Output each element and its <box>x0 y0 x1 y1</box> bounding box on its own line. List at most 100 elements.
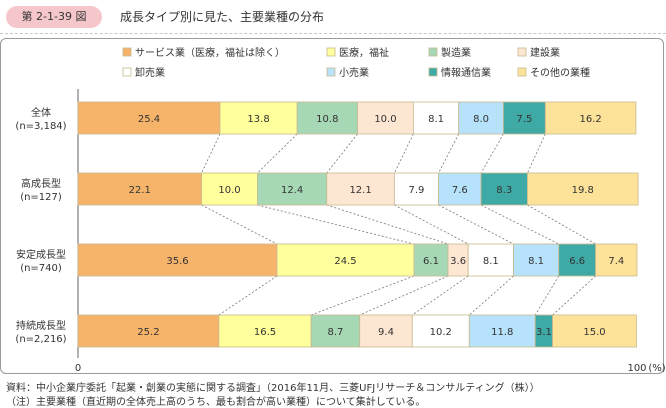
bar-value-label: 19.8 <box>572 185 594 196</box>
bar-value-label: 10.0 <box>374 114 396 125</box>
connector-line <box>257 204 415 245</box>
bar-value-label: 3.1 <box>536 327 552 338</box>
bar-value-label: 7.4 <box>608 256 624 267</box>
bar-value-label: 16.2 <box>579 114 601 125</box>
bar-segment <box>359 314 413 348</box>
connector-line <box>412 275 469 316</box>
bar-segment <box>413 243 449 277</box>
bar-segment <box>558 243 597 277</box>
bar-value-label: 7.5 <box>516 114 532 125</box>
connector-line <box>257 133 298 174</box>
bar-value-label: 10.2 <box>430 327 452 338</box>
bar-value-label: 24.5 <box>334 256 356 267</box>
bar-segment <box>458 101 504 135</box>
connector-line <box>438 204 514 245</box>
bar-value-label: 25.2 <box>137 327 159 338</box>
legend-label-5: 卸売業 <box>135 66 165 79</box>
legend-swatch-5 <box>122 67 132 77</box>
bar-segment <box>77 314 220 348</box>
x-tick-label: 100 <box>627 363 646 374</box>
legend-label-2: 医療，福祉 <box>339 46 389 59</box>
connector-line <box>552 275 596 316</box>
legend-label-3: 製造業 <box>441 46 471 59</box>
bar-value-label: 8.1 <box>528 256 544 267</box>
bar-value-label: 8.3 <box>496 185 512 196</box>
connector-line <box>527 133 546 174</box>
bar-value-label: 15.0 <box>583 327 605 338</box>
category-label: (n=3,184) <box>15 121 66 132</box>
bar-value-label: 22.1 <box>129 185 151 196</box>
bar-value-label: 11.8 <box>491 327 513 338</box>
chart-frame: サービス業（医療，福祉は除く） 医療，福祉 製造業 建設業 卸売業 小売業 情報通信業 その他… <box>0 38 665 374</box>
x-tick-label: 0 <box>75 363 81 374</box>
category-label: (n=740) <box>20 263 62 274</box>
bar-segment <box>296 101 358 135</box>
bar-segment <box>467 243 514 277</box>
category-label: 全体 <box>31 106 51 119</box>
category-label: (n=127) <box>20 192 62 203</box>
bar-segment <box>513 243 560 277</box>
category-label: 安定成長型 <box>16 248 66 261</box>
bar-segment <box>77 243 278 277</box>
bar-segment <box>276 243 415 277</box>
connector-line <box>326 204 449 245</box>
bar-segment <box>310 314 361 348</box>
bar-segment <box>438 172 482 206</box>
bar-value-label: 7.9 <box>409 185 425 196</box>
bar-value-label: 16.5 <box>254 327 276 338</box>
connector-line <box>469 275 514 316</box>
bar-segment <box>552 314 637 348</box>
legend-label-4: 建設業 <box>530 46 560 59</box>
connector-line <box>438 133 460 174</box>
source-note: 資料：中小企業庁委託「起業・創業の実態に関する調査」（2016年11月、三菱UF… <box>6 383 540 394</box>
connector-line <box>201 133 221 174</box>
connector-line <box>326 133 358 174</box>
bar-value-label: 9.4 <box>378 327 394 338</box>
bar-value-label: 25.4 <box>138 114 160 125</box>
bar-segment <box>257 172 328 206</box>
bar-value-label: 8.0 <box>473 114 489 125</box>
bar-value-label: 8.1 <box>483 256 499 267</box>
bar-value-label: 6.6 <box>569 256 585 267</box>
legend-swatch-4 <box>517 47 527 57</box>
legend-swatch-2 <box>326 47 336 57</box>
connector-line <box>201 204 278 245</box>
legend-label-7: 情報通信業 <box>441 66 491 79</box>
legend-swatch-3 <box>428 47 438 57</box>
figure-title: 成長タイプ別に見た、主要業種の分布 <box>120 10 325 24</box>
connector-line <box>534 275 560 316</box>
bar-value-label: 8.1 <box>428 114 444 125</box>
bar-segment <box>411 314 470 348</box>
bar-segment <box>393 172 439 206</box>
bar-segment <box>527 172 639 206</box>
connector-line <box>394 133 414 174</box>
connector-line <box>480 204 559 245</box>
legend-swatch-6 <box>326 67 336 77</box>
bar-segment <box>201 172 258 206</box>
figure-number-badge: 第 2-1-39 図 <box>6 6 102 28</box>
connector-line <box>310 275 415 316</box>
bar-segment <box>480 172 528 206</box>
connector-line <box>527 204 596 245</box>
bar-value-label: 35.6 <box>166 256 188 267</box>
header-divider <box>0 33 666 34</box>
bar-segment <box>544 101 637 135</box>
bar-value-label: 12.1 <box>349 185 371 196</box>
legend-label-1: サービス業（医療，福祉は除く） <box>135 46 285 59</box>
bar-value-label: 8.7 <box>327 327 343 338</box>
footnote: （注）主要業種（直近期の全体売上高のうち、最も割合が高い業種）について集計してい… <box>6 397 426 408</box>
category-label: 持続成長型 <box>16 319 66 332</box>
connector-line <box>218 275 278 316</box>
x-axis-unit: (%) <box>648 363 665 374</box>
bar-value-label: 10.0 <box>218 185 240 196</box>
legend-label-6: 小売業 <box>339 66 369 79</box>
bar-value-label: 10.8 <box>316 114 338 125</box>
bar-segment <box>77 172 202 206</box>
category-label: 高成長型 <box>21 177 61 190</box>
figure-header: 第 2-1-39 図 成長タイプ別に見た、主要業種の分布 <box>0 0 666 40</box>
category-label: (n=2,216) <box>15 334 66 345</box>
bar-value-label: 13.8 <box>247 114 269 125</box>
bar-segment <box>218 314 312 348</box>
bar-value-label: 12.4 <box>281 185 303 196</box>
